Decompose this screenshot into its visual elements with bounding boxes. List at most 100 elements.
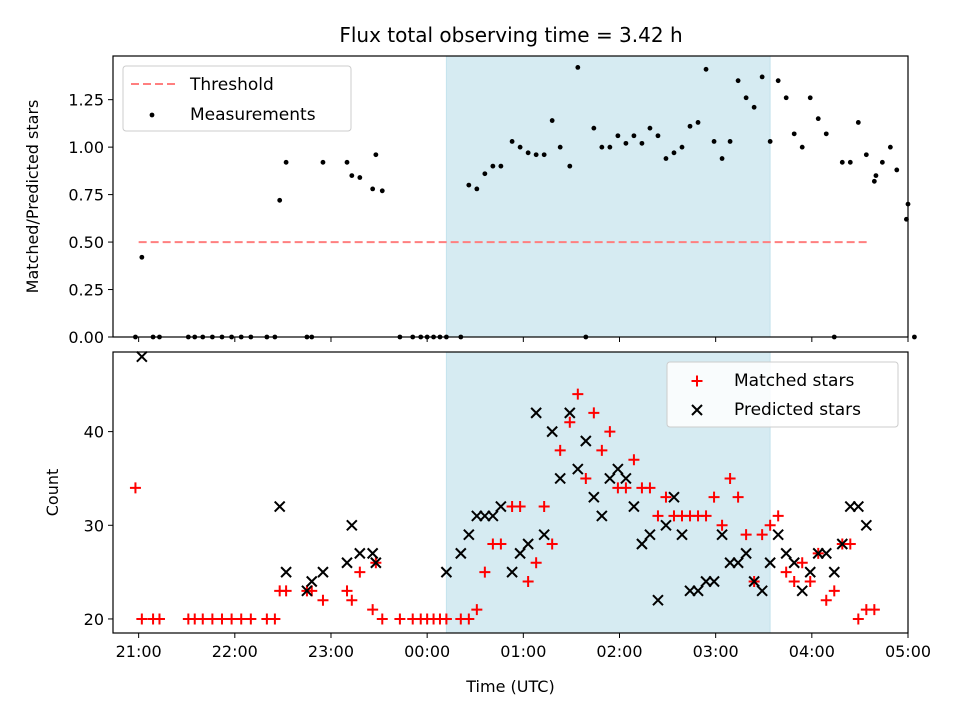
- predicted-star-point-52: [780, 547, 792, 560]
- predicted-star-point-46: [732, 557, 744, 569]
- legend-box: [122, 65, 352, 132]
- measurement-point-19: [344, 159, 350, 165]
- measurement-point-21: [357, 175, 363, 180]
- legend-label: Measurements: [190, 105, 316, 125]
- measurement-point-62: [703, 66, 709, 72]
- predicted-star-point-55: [804, 566, 816, 578]
- predicted-star-point-21: [530, 407, 542, 419]
- matched-star-point-22: [367, 604, 379, 616]
- x-tick-label: 03:00: [693, 642, 739, 661]
- predicted-star-point-47: [740, 547, 752, 560]
- x-tick-label: 21:00: [116, 642, 162, 661]
- measurement-point-79: [839, 159, 845, 165]
- measurement-point-14: [277, 197, 283, 203]
- predicted-star-point-6: [341, 557, 353, 569]
- y-tick-label: 0.25: [68, 281, 104, 300]
- matched-star-point-46: [572, 388, 584, 400]
- matched-star-point-8: [216, 613, 228, 625]
- predicted-star-point-44: [716, 528, 728, 541]
- measurement-point-60: [687, 123, 693, 129]
- matched-star-point-34: [471, 604, 483, 616]
- predicted-star-point-38: [668, 491, 680, 503]
- predicted-star-point-0: [136, 350, 148, 363]
- matched-star-point-40: [522, 575, 534, 587]
- measurement-point-51: [615, 133, 621, 139]
- matched-star-point-71: [772, 510, 784, 522]
- predicted-star-point-41: [692, 585, 704, 597]
- matched-star-point-67: [740, 529, 752, 541]
- matched-star-point-52: [620, 482, 632, 494]
- predicted-star-point-33: [628, 500, 640, 513]
- predicted-star-point-12: [455, 547, 467, 560]
- measurement-point-46: [575, 64, 581, 70]
- measurement-point-50: [607, 144, 613, 150]
- measurement-point-71: [775, 78, 781, 84]
- predicted-star-point-23: [546, 425, 558, 438]
- matched-star-point-6: [197, 613, 209, 625]
- y-tick-label: 40: [84, 423, 104, 442]
- predicted-star-point-24: [554, 472, 566, 485]
- matched-star-point-33: [463, 613, 475, 625]
- legend-matched-marker: [691, 375, 703, 387]
- bottom-panel: 20 30 40 21:00 22:00 23:00 00:00 01:00 02:00 03:0…: [43, 350, 931, 696]
- measurement-point-1: [139, 254, 145, 260]
- matched-star-point-25: [394, 613, 406, 625]
- predicted-star-point-3: [301, 585, 313, 597]
- matched-star-point-10: [235, 613, 247, 625]
- measurement-point-35: [482, 171, 488, 177]
- matched-star-point-44: [554, 444, 566, 456]
- measurement-point-23: [373, 152, 379, 158]
- measurement-point-64: [719, 156, 725, 161]
- measurement-point-37: [498, 163, 504, 169]
- predicted-star-point-32: [620, 472, 632, 485]
- measurement-point-42: [541, 152, 547, 158]
- measurement-point-86: [887, 144, 893, 150]
- measurement-point-41: [533, 152, 539, 158]
- matched-star-point-64: [716, 519, 728, 531]
- measurement-point-54: [639, 140, 645, 146]
- predicted-star-point-30: [604, 472, 616, 485]
- matched-star-point-1: [136, 613, 148, 625]
- measurement-point-72: [783, 95, 789, 101]
- matched-star-point-47: [580, 472, 592, 484]
- y-tick-label: 1.25: [68, 91, 104, 110]
- predicted-star-point-2: [280, 566, 292, 578]
- predicted-star-point-62: [860, 519, 873, 531]
- matched-star-point-7: [206, 613, 218, 625]
- matched-star-point-37: [495, 538, 507, 550]
- predicted-star-point-36: [652, 594, 664, 606]
- measurement-point-58: [671, 150, 677, 156]
- matched-star-point-9: [226, 613, 238, 625]
- legend: Matched stars Predicted stars: [666, 361, 899, 428]
- measurement-point-53: [631, 133, 637, 139]
- measurement-point-83: [871, 178, 877, 184]
- y-axis-label: Count: [43, 469, 62, 517]
- matched-star-point-83: [868, 604, 880, 616]
- predicted-star-point-8: [354, 547, 366, 560]
- measurement-point-45: [567, 163, 573, 169]
- measurement-point-66: [735, 78, 741, 84]
- matched-star-point-50: [604, 426, 616, 438]
- predicted-star-point-11: [440, 566, 453, 578]
- measurement-point-76: [815, 116, 821, 122]
- measurement-point-84: [873, 173, 879, 179]
- x-tick-label: 02:00: [596, 642, 642, 661]
- measurement-point-74: [799, 144, 805, 150]
- measurement-point-44: [557, 144, 563, 150]
- x-tick-label: 22:00: [212, 642, 258, 661]
- predicted-star-point-27: [580, 435, 592, 447]
- measurement-point-63: [711, 139, 717, 144]
- matched-star-point-3: [153, 613, 165, 625]
- matched-star-point-20: [346, 594, 358, 606]
- matched-star-point-56: [652, 510, 664, 522]
- predicted-star-point-9: [366, 547, 379, 560]
- matched-star-point-74: [796, 557, 808, 569]
- matched-star-point-70: [764, 519, 776, 531]
- x-axis-label: Time (UTC): [465, 677, 554, 696]
- matched-star-point-78: [828, 585, 840, 597]
- measurement-point-34: [474, 186, 480, 192]
- legend-box: [666, 361, 899, 428]
- matched-star-point-19: [341, 585, 353, 597]
- y-tick-label: 20: [84, 610, 104, 629]
- measurement-point-15: [283, 159, 289, 165]
